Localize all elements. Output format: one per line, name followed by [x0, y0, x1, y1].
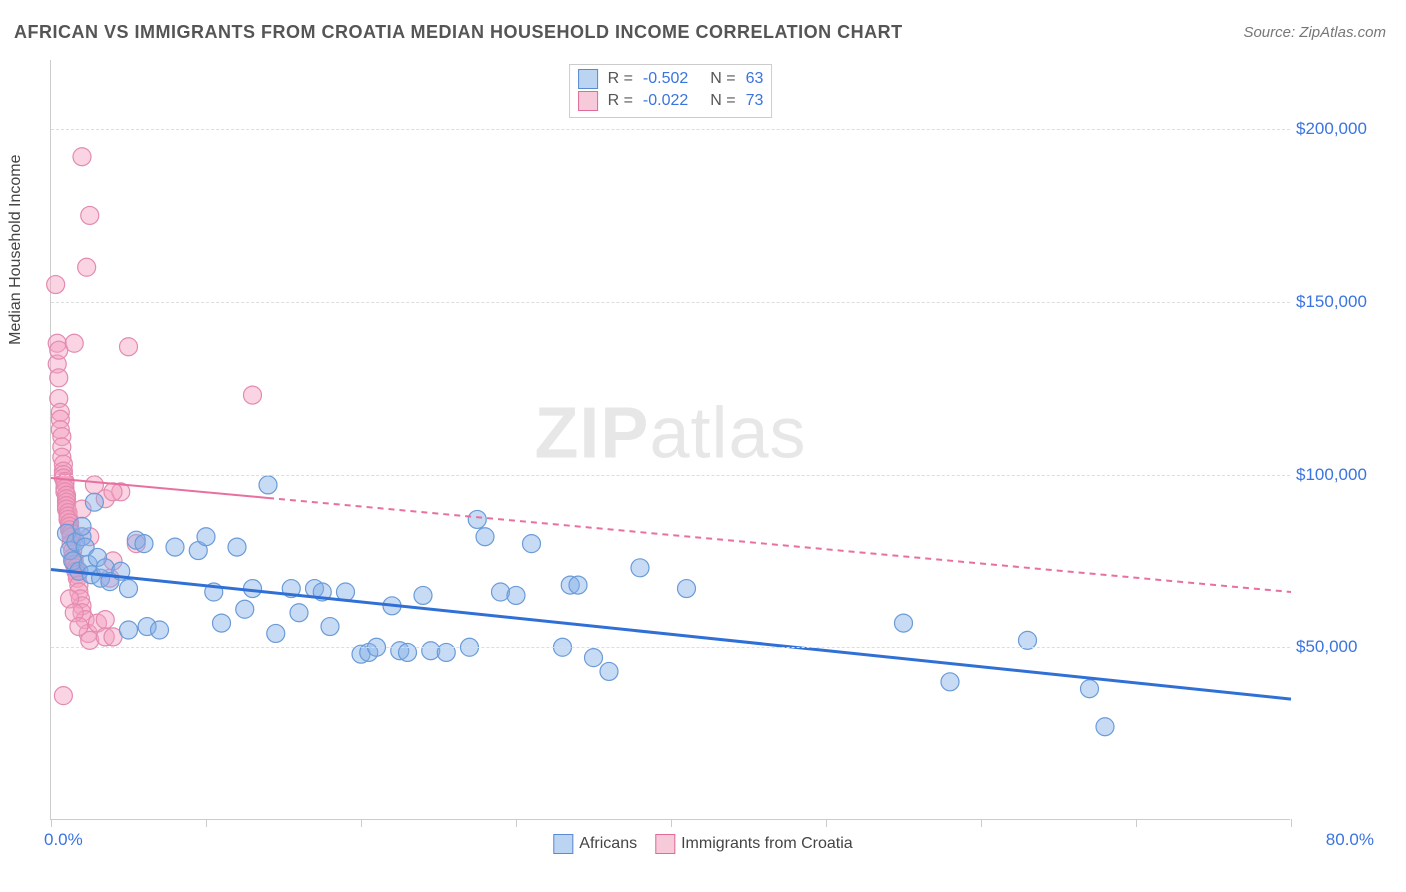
n-value-croatia: 73 — [746, 92, 764, 110]
r-label: R = — [608, 70, 633, 88]
n-label: N = — [710, 70, 735, 88]
chart-svg — [51, 60, 1290, 819]
swatch-croatia-icon — [578, 91, 598, 111]
n-value-africans: 63 — [746, 70, 764, 88]
y-tick-label: $100,000 — [1296, 465, 1386, 485]
y-tick-label: $200,000 — [1296, 119, 1386, 139]
x-axis-max: 80.0% — [1326, 830, 1374, 850]
legend-label: Africans — [579, 835, 637, 853]
legend-row-croatia: R = -0.022 N = 73 — [578, 90, 764, 112]
y-tick-label: $50,000 — [1296, 637, 1386, 657]
legend-item-africans: Africans — [553, 834, 637, 854]
legend-item-croatia: Immigrants from Croatia — [655, 834, 853, 854]
plot-area: ZIPatlas R = -0.502 N = 63 R = -0.022 N … — [50, 60, 1290, 820]
chart-title: AFRICAN VS IMMIGRANTS FROM CROATIA MEDIA… — [14, 22, 903, 43]
legend-row-africans: R = -0.502 N = 63 — [578, 68, 764, 90]
source-text: Source: ZipAtlas.com — [1243, 24, 1386, 41]
swatch-africans-icon — [578, 69, 598, 89]
chart-container: AFRICAN VS IMMIGRANTS FROM CROATIA MEDIA… — [0, 0, 1406, 892]
y-axis-label: Median Household Income — [7, 154, 25, 344]
n-label: N = — [710, 92, 735, 110]
swatch-africans-icon — [553, 834, 573, 854]
correlation-legend: R = -0.502 N = 63 R = -0.022 N = 73 — [569, 64, 773, 118]
r-value-croatia: -0.022 — [643, 92, 688, 110]
series-legend: Africans Immigrants from Croatia — [553, 834, 852, 854]
swatch-croatia-icon — [655, 834, 675, 854]
x-axis-min: 0.0% — [44, 830, 83, 850]
y-tick-label: $150,000 — [1296, 292, 1386, 312]
r-label: R = — [608, 92, 633, 110]
legend-label: Immigrants from Croatia — [681, 835, 853, 853]
r-value-africans: -0.502 — [643, 70, 688, 88]
